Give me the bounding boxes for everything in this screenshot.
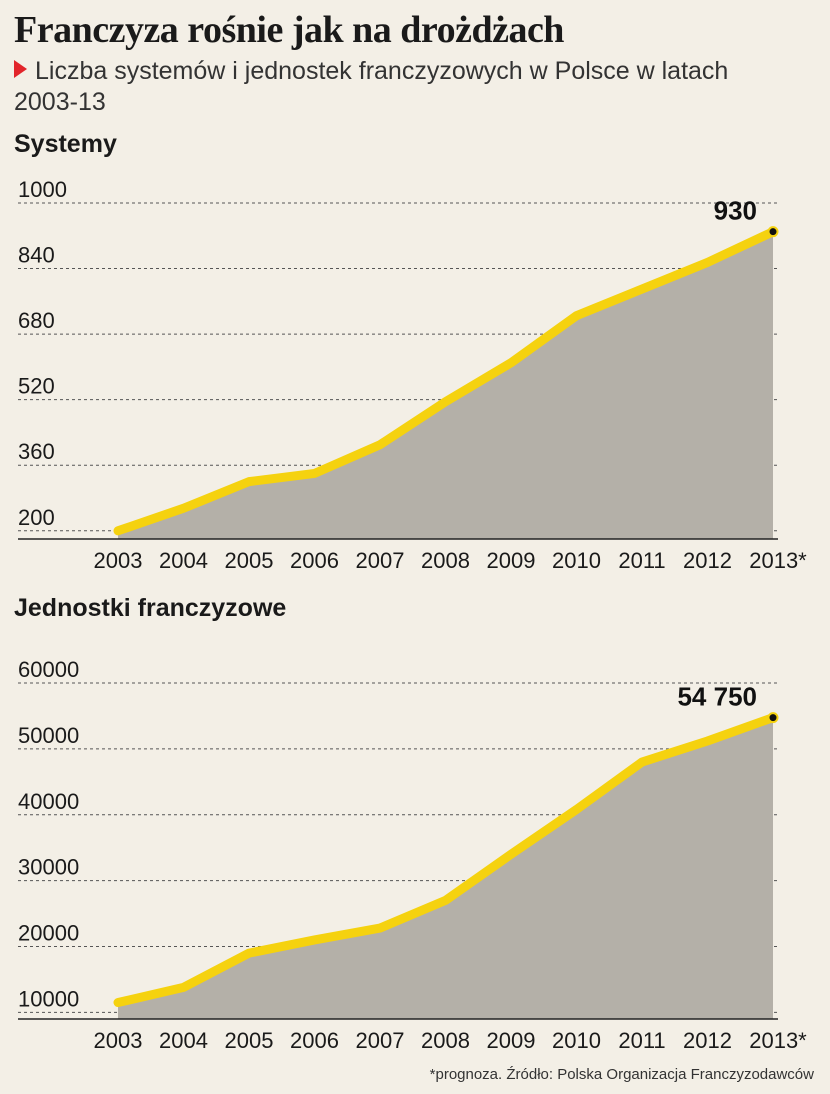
x-tick-label: 2005 [225, 1028, 274, 1053]
x-tick-label: 2003 [94, 1028, 143, 1053]
end-point-marker [767, 712, 779, 724]
chart-title: Franczyza rośnie jak na drożdżach [14, 9, 564, 51]
y-tick-label: 40000 [18, 789, 79, 814]
red-triangle-icon [14, 60, 27, 78]
section-title-systemy: Systemy [14, 130, 117, 158]
x-tick-label: 2009 [487, 1028, 536, 1053]
y-tick-label: 10000 [18, 986, 79, 1011]
area-fill [118, 231, 773, 539]
x-tick-label: 2005 [225, 548, 274, 573]
chart-jednostki: 10000 20000 30000 40000 50000 60000 54 750 2003… [18, 657, 807, 1053]
x-tick-label: 2010 [552, 1028, 601, 1053]
x-tick-label: 2007 [356, 548, 405, 573]
chart-systemy: 200 360 520 680 840 1000 930 2003 2004 2005 2006 20… [18, 177, 807, 573]
x-tick-label: 2011 [618, 1028, 665, 1053]
last-value-label: 930 [714, 196, 757, 226]
y-tick-label: 60000 [18, 657, 79, 682]
x-tick-label: 2011 [618, 548, 665, 573]
y-tick-label: 680 [18, 308, 55, 333]
x-tick-label: 2003 [94, 548, 143, 573]
y-tick-label: 360 [18, 439, 55, 464]
x-tick-label: 2007 [356, 1028, 405, 1053]
x-tick-label: 2010 [552, 548, 601, 573]
x-tick-label: 2006 [290, 548, 339, 573]
x-tick-label: 2008 [421, 548, 470, 573]
y-tick-label: 50000 [18, 723, 79, 748]
x-tick-label: 2012 [683, 1028, 732, 1053]
subtitle-text: Liczba systemów i jednostek franczyzowyc… [14, 57, 729, 116]
x-tick-label: 2013* [749, 1028, 807, 1053]
section-title-jednostki: Jednostki franczyzowe [14, 594, 287, 622]
x-tick-label: 2004 [159, 1028, 208, 1053]
area-fill [118, 717, 773, 1019]
x-tick-label: 2008 [421, 1028, 470, 1053]
x-tick-label: 2012 [683, 548, 732, 573]
y-tick-label: 840 [18, 243, 55, 268]
y-tick-label: 520 [18, 374, 55, 399]
x-tick-label: 2004 [159, 548, 208, 573]
y-tick-label: 20000 [18, 921, 79, 946]
y-tick-label: 200 [18, 505, 55, 530]
x-tick-label: 2006 [290, 1028, 339, 1053]
last-value-label: 54 750 [677, 682, 757, 712]
y-tick-label: 1000 [18, 177, 67, 202]
chart-subtitle: Liczba systemów i jednostek franczyzowyc… [14, 56, 794, 118]
footnote: *prognoza. Źródło: Polska Organizacja Fr… [429, 1066, 814, 1083]
y-tick-label: 30000 [18, 855, 79, 880]
x-tick-label: 2009 [487, 548, 536, 573]
x-tick-label: 2013* [749, 548, 807, 573]
end-point-marker [767, 226, 779, 238]
